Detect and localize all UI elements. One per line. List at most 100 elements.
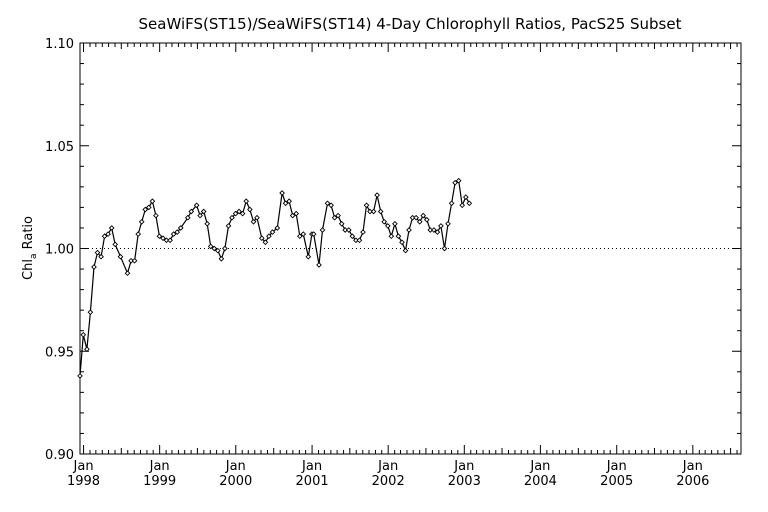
series-line [79, 179, 470, 376]
data-point [197, 212, 203, 219]
data-point [384, 223, 391, 229]
data-point [247, 206, 253, 213]
data-point [258, 235, 265, 242]
data-point [363, 202, 370, 209]
series [77, 177, 473, 379]
data-point [342, 227, 349, 233]
data-point [188, 208, 195, 215]
data-point [448, 200, 455, 207]
data-point [174, 229, 181, 235]
plot-frame [79, 42, 742, 455]
data-point [184, 214, 191, 221]
data-point [91, 264, 97, 270]
data-point [381, 218, 388, 225]
data-point [413, 214, 419, 221]
y-tick-label: 1.00 [45, 243, 74, 258]
data-point [101, 233, 108, 240]
data-point [77, 373, 83, 379]
x-tick-year: 2004 [524, 474, 557, 489]
data-point [170, 231, 177, 237]
x-tick-month: Jan [529, 459, 550, 474]
data-point [250, 218, 257, 225]
data-point [434, 229, 441, 235]
x-axis: Jan1998Jan1999Jan2000Jan2001Jan2002Jan20… [67, 43, 738, 489]
data-point [167, 237, 173, 244]
x-tick-year: 1998 [67, 474, 100, 489]
data-point [324, 200, 331, 207]
data-point [423, 216, 430, 223]
data-point [345, 227, 352, 233]
x-tick-month: Jan [301, 459, 322, 474]
data-point [431, 227, 437, 233]
data-point [374, 192, 380, 198]
data-point [377, 208, 384, 215]
data-point [266, 233, 272, 240]
data-point [338, 220, 345, 227]
data-point [402, 247, 409, 254]
data-point [94, 249, 101, 256]
data-point [193, 202, 200, 209]
y-axis-label-tail: Ratio [21, 216, 36, 254]
data-point [156, 233, 163, 240]
data-point [286, 198, 292, 205]
data-point [274, 225, 281, 231]
data-point [254, 214, 260, 221]
data-point [289, 212, 296, 219]
x-tick-year: 2000 [219, 474, 252, 489]
data-point [356, 237, 363, 244]
data-point [279, 190, 285, 196]
data-point [214, 247, 221, 254]
data-point [455, 177, 462, 184]
data-point [160, 235, 166, 242]
data-point [200, 208, 207, 215]
data-point [360, 229, 366, 235]
y-axis-label: Chla Ratio [21, 216, 39, 280]
data-point [438, 223, 444, 229]
y-tick-label: 0.95 [45, 345, 74, 360]
data-point [335, 212, 341, 219]
data-point [331, 214, 338, 221]
data-point [207, 243, 214, 250]
x-tick-year: 1999 [143, 474, 176, 489]
y-tick-label: 1.05 [45, 140, 74, 155]
x-tick-year: 2001 [296, 474, 329, 489]
data-point [370, 208, 377, 215]
data-point [117, 253, 124, 260]
data-point [262, 239, 269, 246]
data-point [293, 210, 300, 217]
data-point [305, 253, 312, 260]
data-point [232, 210, 239, 217]
data-point [112, 241, 119, 248]
data-point [80, 331, 87, 338]
y-tick-label: 1.10 [45, 37, 74, 52]
data-point [406, 227, 412, 233]
data-point [316, 262, 322, 268]
data-point [131, 257, 138, 264]
data-point [427, 227, 434, 233]
data-point [163, 237, 170, 244]
data-point [319, 227, 326, 233]
data-point [124, 270, 131, 277]
data-point [105, 231, 111, 237]
data-point [445, 220, 451, 227]
x-tick-month: Jan [149, 459, 170, 474]
data-point [138, 218, 145, 225]
x-tick-month: Jan [453, 459, 474, 474]
data-point [211, 245, 218, 252]
data-point [149, 198, 156, 205]
y-axis-label-main: Chl [21, 259, 36, 280]
data-point [282, 200, 289, 207]
chart-title: SeaWiFS(ST15)/SeaWiFS(ST14) 4-Day Chloro… [139, 15, 682, 33]
data-point [459, 202, 466, 209]
x-tick-year: 2002 [372, 474, 405, 489]
data-point [204, 220, 211, 227]
data-point [392, 220, 398, 227]
data-point [135, 231, 142, 237]
data-point [177, 225, 184, 231]
data-point [153, 212, 159, 219]
data-point [269, 229, 276, 235]
data-point [229, 214, 235, 221]
x-tick-month: Jan [377, 459, 398, 474]
data-point [296, 233, 303, 240]
